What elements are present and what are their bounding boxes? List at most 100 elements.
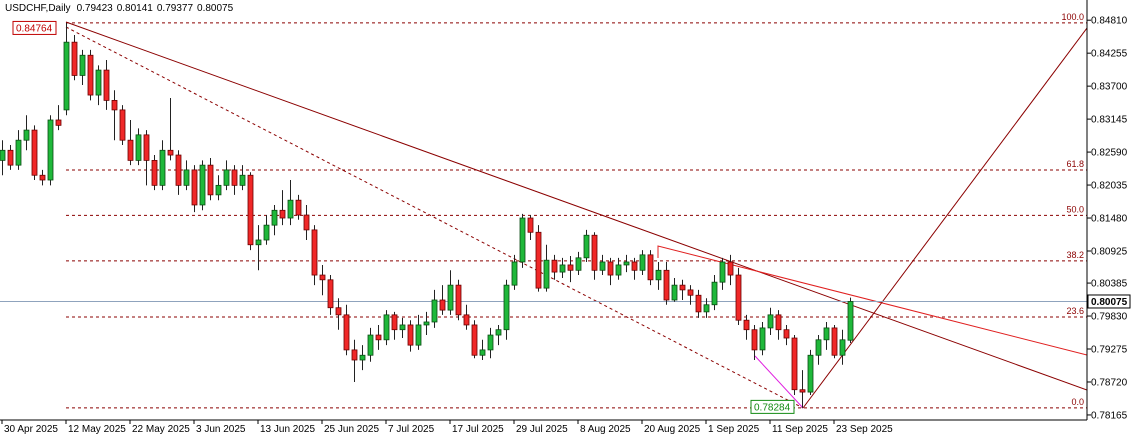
current-price-box [1087,294,1131,309]
y-tick-label: 0.78720 [1091,377,1128,388]
candle-body [231,169,238,186]
candle-body [255,239,262,246]
candle-body [495,329,502,336]
candle-body [159,149,166,186]
candle-body [527,217,534,233]
candle-body [87,54,94,96]
candle-body [79,54,86,76]
candle-body [503,284,510,331]
candle-body [711,281,718,306]
candle-body [799,389,806,393]
candle-body [39,174,46,181]
x-tick-label: 23 Sep 2025 [836,424,893,435]
candle-body [559,264,566,273]
fib-level-label: 61.8 [1066,159,1084,169]
candle-body [663,269,670,301]
candle-body [679,284,686,291]
candle-body [207,164,214,196]
candle-body [743,319,750,331]
candle-body [463,314,470,326]
high-value: 0.80141 [117,3,154,14]
candle-body [359,354,366,361]
candle-body [103,69,110,101]
fib-level-label: 0.0 [1071,397,1084,407]
x-tick-label: 12 May 2025 [68,424,126,435]
candle-body [687,289,694,296]
candle-body [639,254,646,271]
candle-body [791,337,798,391]
candle-body [239,174,246,186]
y-tick-label: 0.79830 [1091,312,1128,323]
candle-body [815,339,822,356]
x-tick-label: 17 Jul 2025 [452,424,504,435]
trendline [65,21,1087,391]
y-tick-label: 0.83145 [1091,115,1128,126]
y-tick-label: 0.79275 [1091,345,1128,356]
candle-body [727,261,734,276]
candle-body [591,234,598,271]
candle-body [447,284,454,311]
x-tick-label: 8 Aug 2025 [580,424,631,435]
candle-body [63,41,70,111]
candle-body [455,284,462,316]
x-tick-label: 22 May 2025 [132,424,190,435]
x-tick-label: 25 Jun 2025 [324,424,379,435]
candle-body [343,314,350,351]
candle-body [135,134,142,161]
candle-body [71,41,78,76]
candle-body [671,284,678,301]
x-tick-label: 11 Sep 2025 [772,424,828,435]
low-value: 0.79377 [157,3,194,14]
candle-body [47,119,54,181]
candle-body [151,159,158,186]
candle-body [0,149,6,161]
candle-body [367,334,374,356]
candle-body [551,259,558,273]
candle-body [751,329,758,351]
x-tick-label: 20 Aug 2025 [644,424,701,435]
candle-body [479,349,486,356]
candle-body [823,327,830,341]
y-tick-label: 0.80385 [1091,279,1128,290]
candle-body [183,169,190,186]
candle-body [327,279,334,309]
candle-body [767,314,774,329]
y-tick-label: 0.78165 [1091,410,1128,421]
x-tick-label: 29 Jul 2025 [516,424,568,435]
candle-body [543,259,550,289]
candle-body [247,174,254,246]
candle-body [127,139,134,161]
candle-body [263,224,270,241]
candle-body [615,264,622,276]
candle-body [623,261,630,266]
y-tick-label: 0.84810 [1091,16,1128,27]
candle-body [111,99,118,111]
candle-body [175,154,182,186]
close-value: 0.80075 [197,3,234,14]
candle-body [423,321,430,326]
current-price-label: 0.80075 [1091,297,1128,308]
candle-body [439,299,446,311]
candle-body [223,169,230,186]
candle-body [191,169,198,206]
candle-body [575,257,582,271]
candle-body [607,261,614,276]
trendlines [65,21,1087,409]
candle-body [759,327,766,351]
candle-body [319,274,326,281]
low-price-label-box [750,399,795,414]
candle-body [383,314,390,341]
candle-body [583,234,590,259]
candle-body [519,217,526,263]
x-tick-label: 7 Jul 2025 [388,424,435,435]
candle-body [831,327,838,356]
candle-body [119,109,126,141]
symbol: USDCHF,Daily [5,3,71,14]
candle-body [391,314,398,331]
x-tick-label: 13 Jun 2025 [260,424,315,435]
candle-body [279,209,286,219]
candle-body [703,304,710,313]
open-value: 0.79423 [77,3,114,14]
candle-body [7,149,14,166]
